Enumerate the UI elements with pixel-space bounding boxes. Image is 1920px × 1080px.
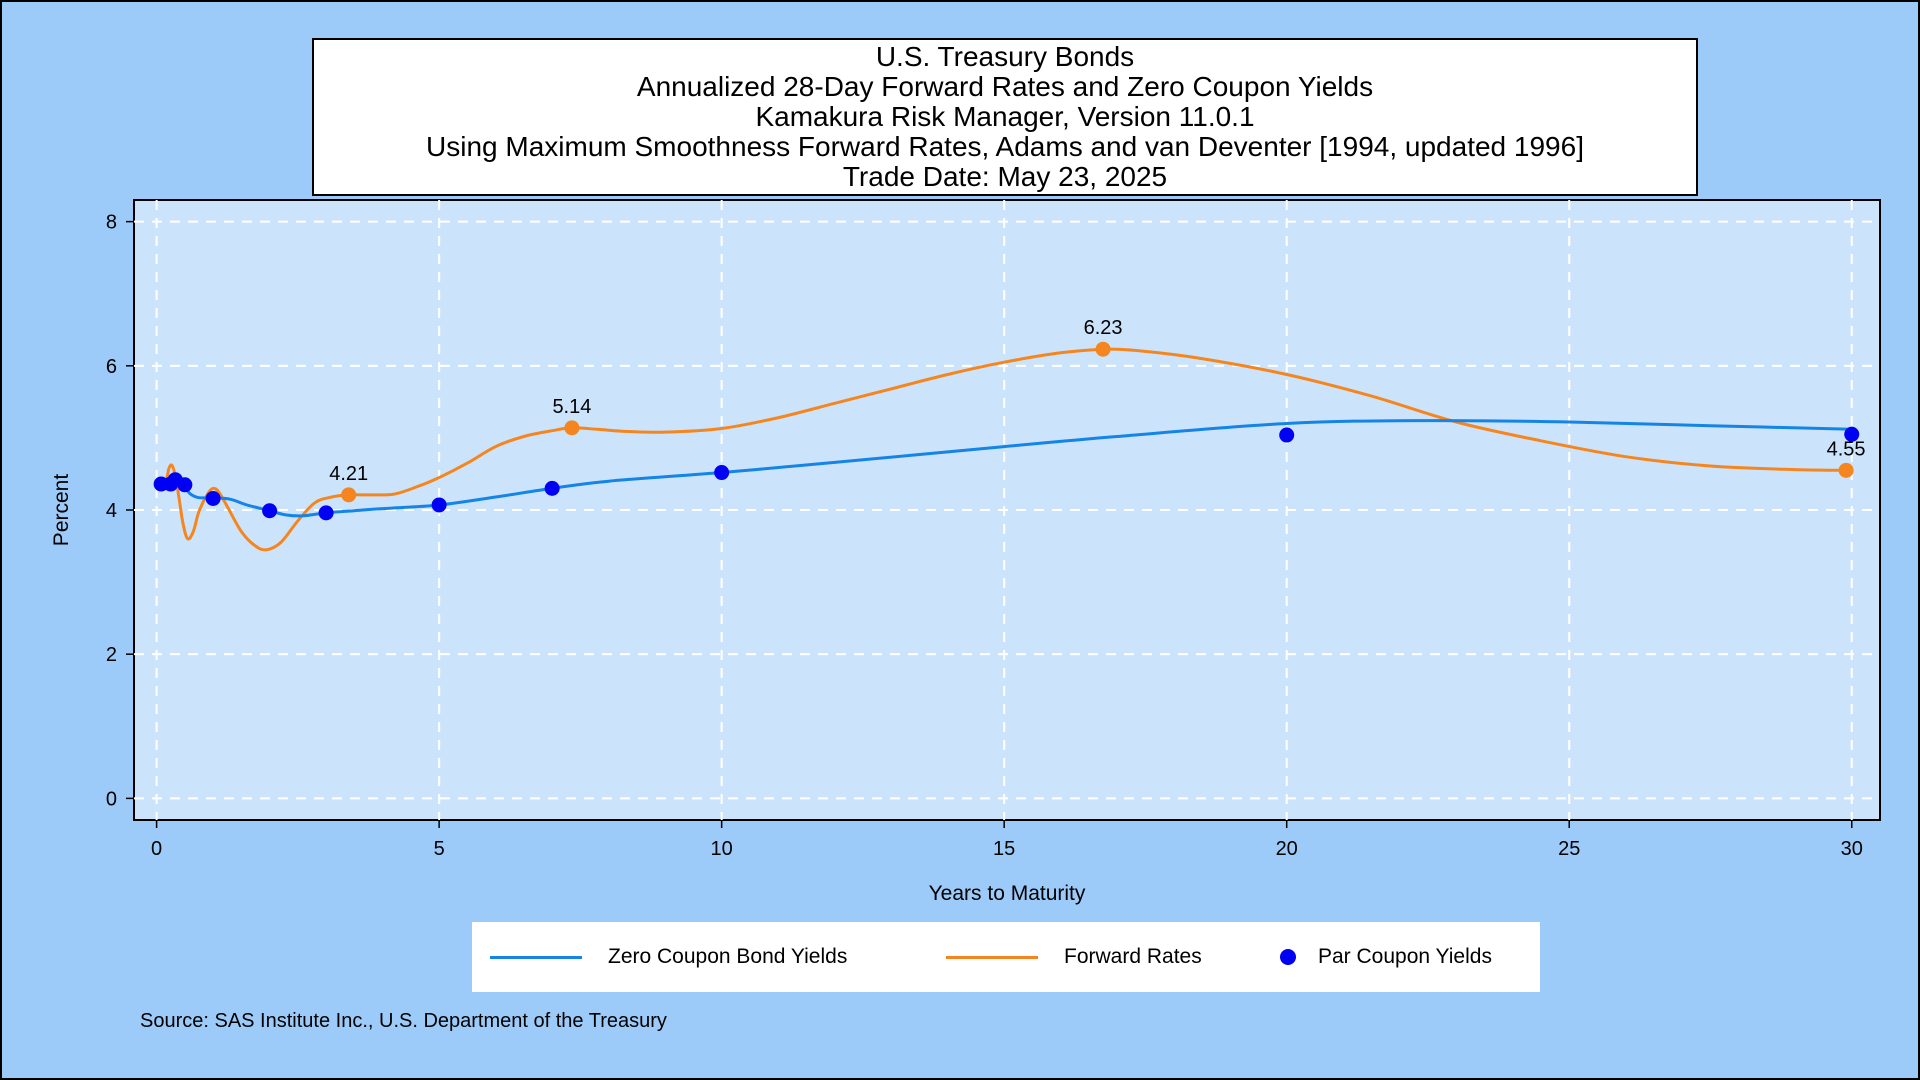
forward-rate-point bbox=[341, 487, 357, 503]
title-line-4: Using Maximum Smoothness Forward Rates, … bbox=[426, 131, 1584, 162]
title-line-2: Annualized 28-Day Forward Rates and Zero… bbox=[636, 71, 1374, 102]
legend-swatch-zero-coupon bbox=[490, 955, 582, 959]
y-tick-label: 4 bbox=[106, 500, 117, 522]
forward-rate-label: 4.21 bbox=[329, 463, 368, 485]
par-coupon-point bbox=[205, 490, 221, 506]
par-coupon-point bbox=[714, 465, 730, 481]
title-line-5: Trade Date: May 23, 2025 bbox=[842, 161, 1168, 192]
x-tick-label: 25 bbox=[1558, 838, 1580, 860]
y-tick-label: 8 bbox=[106, 212, 117, 234]
legend-label-zero-coupon: Zero Coupon Bond Yields bbox=[608, 945, 848, 968]
title-line-3: Kamakura Risk Manager, Version 11.0.1 bbox=[755, 101, 1255, 132]
y-tick-label: 0 bbox=[106, 788, 117, 810]
forward-rate-point bbox=[1095, 341, 1111, 357]
y-axis-title: Percent bbox=[50, 474, 73, 547]
legend: Zero Coupon Bond Yields Forward Rates Pa… bbox=[472, 922, 1540, 992]
chart-title-box: U.S. Treasury Bonds Annualized 28-Day Fo… bbox=[312, 38, 1698, 196]
legend-item-zero-coupon: Zero Coupon Bond Yields bbox=[490, 922, 847, 992]
forward-rate-label: 5.14 bbox=[552, 396, 591, 418]
par-coupon-point bbox=[1844, 426, 1860, 442]
y-tick-label: 2 bbox=[106, 644, 117, 666]
forward-rate-label: 4.55 bbox=[1827, 438, 1866, 460]
series-line-forward-rates bbox=[156, 347, 1852, 552]
legend-item-forward: Forward Rates bbox=[946, 922, 1202, 992]
legend-label-forward: Forward Rates bbox=[1064, 945, 1202, 968]
par-coupon-point bbox=[318, 505, 334, 521]
legend-item-par: Par Coupon Yields bbox=[1280, 922, 1492, 992]
legend-swatch-par bbox=[1280, 949, 1296, 965]
x-tick-label: 5 bbox=[434, 838, 445, 860]
legend-label-par: Par Coupon Yields bbox=[1318, 945, 1492, 968]
x-tick-label: 10 bbox=[711, 838, 733, 860]
x-tick-label: 30 bbox=[1841, 838, 1863, 860]
x-tick-label: 15 bbox=[993, 838, 1015, 860]
par-coupon-point bbox=[431, 497, 447, 513]
x-axis-title: Years to Maturity bbox=[929, 882, 1086, 905]
y-tick-label: 6 bbox=[106, 356, 117, 378]
forward-rate-label: 6.23 bbox=[1084, 317, 1123, 339]
x-tick-label: 20 bbox=[1276, 838, 1298, 860]
x-tick-label: 0 bbox=[151, 838, 162, 860]
par-coupon-point bbox=[544, 480, 560, 496]
par-coupon-point bbox=[177, 477, 193, 493]
legend-swatch-forward bbox=[946, 955, 1038, 959]
forward-rate-point bbox=[564, 420, 580, 436]
source-note: Source: SAS Institute Inc., U.S. Departm… bbox=[140, 1010, 667, 1032]
title-line-1: U.S. Treasury Bonds bbox=[875, 41, 1135, 72]
forward-rate-point bbox=[1838, 462, 1854, 478]
par-coupon-point bbox=[1279, 427, 1295, 443]
par-coupon-point bbox=[262, 503, 278, 519]
